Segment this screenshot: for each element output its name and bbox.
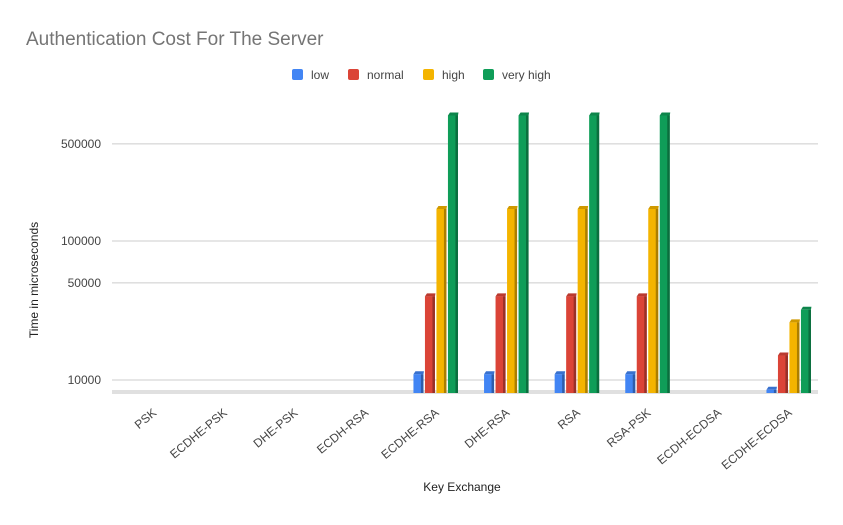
- x-tick-label: ECDH-ECDSA: [654, 406, 724, 468]
- bar: [800, 306, 812, 393]
- chart-title: Authentication Cost For The Server: [26, 29, 324, 50]
- x-tick-label: ECDHE-ECDSA: [719, 406, 795, 473]
- x-tick-label: PSK: [132, 406, 159, 432]
- y-axis-ticks: 10000 50000 100000 500000: [61, 137, 101, 387]
- x-tick-label: DHE-RSA: [462, 406, 512, 451]
- legend-item: normal: [348, 68, 404, 82]
- grid: [112, 143, 818, 394]
- bar: [518, 112, 530, 393]
- y-tick-label: 10000: [68, 373, 102, 387]
- legend-swatch: [423, 69, 434, 80]
- x-axis-categories: PSK ECDHE-PSK DHE-PSK ECDH-RSA ECDHE-RSA DHE-…: [132, 406, 795, 473]
- bar: [636, 293, 648, 393]
- plot-floor: [112, 390, 818, 394]
- x-tick-label: ECDHE-RSA: [378, 406, 441, 462]
- bar: [766, 386, 777, 393]
- legend-label: very high: [502, 68, 551, 82]
- bar: [507, 205, 518, 393]
- bar: [424, 293, 436, 393]
- legend-item: very high: [483, 68, 551, 82]
- y-tick-label: 500000: [61, 137, 101, 151]
- x-tick-label: RSA: [555, 406, 583, 433]
- bar: [777, 352, 789, 393]
- bar: [625, 371, 636, 393]
- x-tick-label: ECDH-RSA: [314, 406, 371, 457]
- y-tick-label: 100000: [61, 234, 101, 248]
- legend-swatch: [483, 69, 494, 80]
- bar: [436, 205, 447, 393]
- legend-item: high: [423, 68, 465, 82]
- legend-swatch: [292, 69, 303, 80]
- legend: low normal high very high: [292, 68, 551, 82]
- legend-label: high: [442, 68, 465, 82]
- bar: [554, 371, 566, 393]
- bar: [413, 371, 424, 393]
- bar: [495, 293, 507, 393]
- bar: [484, 371, 495, 393]
- bar: [648, 205, 659, 393]
- bar: [577, 205, 589, 393]
- legend-label: low: [311, 68, 329, 82]
- bar: [566, 293, 577, 393]
- bar: [589, 112, 600, 393]
- x-tick-label: ECDHE-PSK: [167, 406, 230, 462]
- legend-swatch: [348, 69, 359, 80]
- x-axis-title: Key Exchange: [423, 480, 501, 494]
- y-axis-title: Time in microseconds: [27, 222, 41, 338]
- legend-label: normal: [367, 68, 404, 82]
- x-tick-label: RSA-PSK: [604, 406, 653, 451]
- y-tick-label: 50000: [68, 276, 102, 290]
- bar: [789, 319, 800, 393]
- bars: [413, 112, 812, 393]
- x-tick-label: DHE-PSK: [251, 406, 301, 451]
- legend-item: low: [292, 68, 329, 82]
- bar: [659, 112, 671, 393]
- bar: [447, 112, 459, 393]
